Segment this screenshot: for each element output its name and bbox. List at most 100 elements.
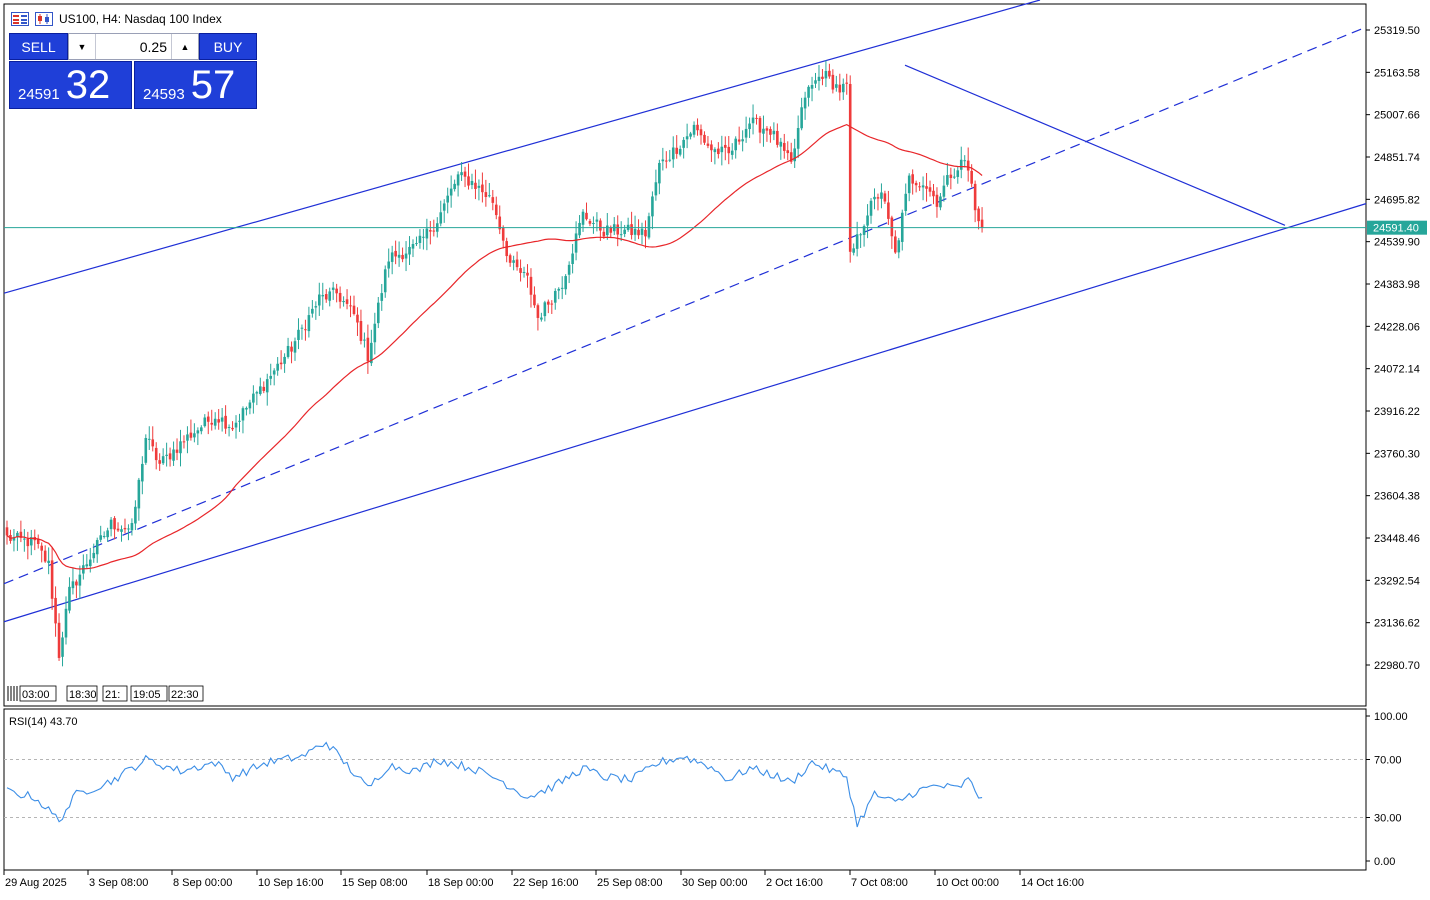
- candle-body: [838, 84, 842, 93]
- candle: [755, 114, 758, 125]
- candle: [484, 179, 488, 207]
- triangle-down-icon: ▼: [77, 41, 87, 52]
- price-axis-label: 23136.62: [1374, 618, 1420, 630]
- buy-button[interactable]: BUY: [199, 33, 257, 60]
- market-watch-icon[interactable]: [11, 12, 29, 26]
- candle: [845, 73, 849, 95]
- candle: [751, 104, 755, 135]
- candle-body: [349, 305, 352, 307]
- candle-body: [925, 186, 928, 189]
- candle-body: [953, 176, 956, 178]
- candle: [488, 182, 491, 198]
- candle: [248, 399, 252, 415]
- candle-body: [918, 186, 921, 188]
- candle: [911, 169, 914, 195]
- candle-body: [175, 449, 179, 453]
- candle-body: [668, 159, 672, 161]
- candle-body: [255, 392, 259, 394]
- candle: [564, 274, 567, 295]
- candle: [918, 182, 921, 191]
- candle: [963, 155, 967, 168]
- candle-body: [606, 225, 609, 236]
- candle-body: [182, 441, 186, 443]
- candle-body: [949, 174, 953, 179]
- candle-body: [637, 229, 640, 236]
- candle: [522, 266, 526, 278]
- candle-body: [484, 192, 488, 198]
- candlestick-chart-icon[interactable]: [35, 12, 53, 26]
- candle: [23, 529, 26, 552]
- triangle-up-icon: ▲: [180, 41, 190, 52]
- candle-body: [47, 560, 50, 564]
- candle: [550, 300, 554, 314]
- candle: [352, 295, 356, 316]
- candle-body: [144, 437, 148, 463]
- candle: [515, 251, 519, 271]
- candle: [699, 124, 703, 145]
- candle: [338, 286, 342, 309]
- buy-price-button[interactable]: 24593 57: [134, 61, 257, 109]
- candle-body: [869, 200, 873, 216]
- candle-body: [689, 133, 692, 137]
- candle-body: [234, 422, 238, 428]
- candle: [328, 287, 332, 307]
- sell-price-button[interactable]: 24591 32: [9, 61, 132, 109]
- candle-body: [442, 203, 446, 211]
- candle-body: [526, 272, 529, 276]
- candle: [168, 447, 172, 467]
- candle-body: [304, 329, 307, 331]
- candle: [769, 126, 772, 143]
- candle-body: [383, 269, 387, 293]
- candle: [980, 207, 984, 233]
- candle: [293, 337, 297, 361]
- candle: [449, 175, 453, 208]
- time-marker-box: [130, 685, 168, 702]
- candle: [730, 143, 734, 160]
- candle-body: [64, 608, 68, 638]
- candle-body: [224, 415, 227, 429]
- candle: [935, 187, 939, 218]
- candle-body: [685, 136, 689, 140]
- candle-body: [331, 287, 335, 290]
- candle: [501, 225, 505, 249]
- lot-size-input[interactable]: [96, 35, 171, 58]
- candle-body: [206, 416, 210, 422]
- candle-body: [807, 86, 810, 98]
- candle: [675, 135, 679, 159]
- candle-body: [36, 539, 40, 544]
- price-axis-label: 23448.46: [1374, 533, 1420, 545]
- price-axis-label: 24539.90: [1374, 237, 1420, 249]
- candle-body: [567, 264, 571, 275]
- lot-increase-button[interactable]: ▲: [171, 34, 198, 59]
- candle-body: [793, 148, 796, 162]
- sell-button[interactable]: SELL: [9, 33, 68, 60]
- candle-body: [866, 215, 869, 226]
- candle: [494, 196, 498, 220]
- candle-body: [696, 124, 699, 131]
- candle-body: [553, 290, 557, 303]
- candle-body: [130, 523, 134, 531]
- lot-decrease-button[interactable]: ▼: [69, 34, 96, 59]
- candle-body: [578, 222, 581, 236]
- candle-body: [980, 219, 984, 228]
- candle-body: [102, 535, 106, 537]
- candle: [498, 205, 502, 235]
- candle-body: [602, 231, 606, 237]
- candle-body: [279, 362, 283, 365]
- candle: [5, 520, 9, 545]
- candle-body: [75, 581, 78, 586]
- candle: [720, 135, 724, 166]
- candle-body: [640, 228, 644, 235]
- candle-body: [810, 85, 814, 89]
- candle-body: [321, 295, 325, 297]
- candle: [175, 438, 179, 461]
- candle: [717, 142, 720, 159]
- candle: [553, 288, 557, 310]
- candle: [321, 282, 325, 310]
- candle-body: [193, 433, 196, 438]
- candle-body: [692, 124, 696, 135]
- candle-body: [522, 271, 526, 273]
- candle: [418, 229, 422, 249]
